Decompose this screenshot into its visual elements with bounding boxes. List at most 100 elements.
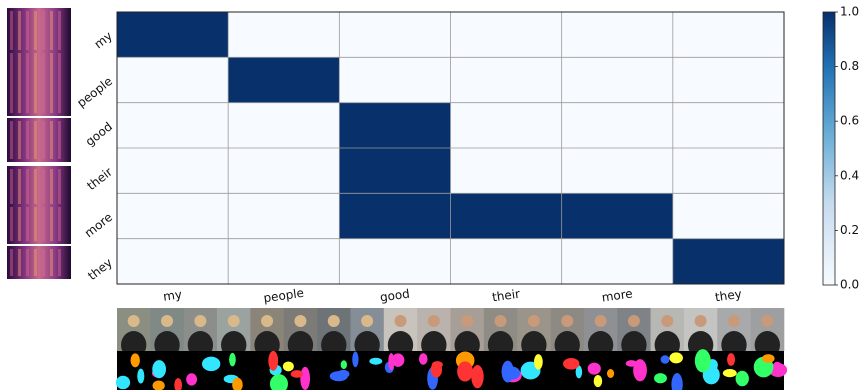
segmentation-mask — [152, 380, 165, 390]
spectrogram-band — [18, 11, 21, 50]
segmentation-strip — [115, 349, 788, 390]
spectrogram-band — [26, 11, 29, 50]
spectrogram-band — [18, 53, 21, 113]
heatmap-cell — [117, 57, 229, 104]
colorbar-tick-label: 1.0 — [840, 5, 859, 19]
heatmap-cell — [117, 148, 229, 194]
spectrogram-band — [10, 207, 13, 241]
signer-head — [461, 315, 474, 327]
segmentation-mask — [654, 373, 667, 384]
heatmap-cell — [450, 193, 563, 240]
heatmap-cell — [228, 102, 340, 149]
heatmap-cell — [339, 193, 451, 240]
segmentation-mask — [722, 369, 737, 378]
segmentation-mask — [391, 353, 405, 367]
heatmap-cell — [672, 148, 785, 194]
spectrogram-band — [34, 207, 37, 241]
signer-head — [561, 315, 574, 327]
signer-head — [627, 315, 640, 327]
signer-head — [161, 315, 174, 327]
heatmap-cell — [339, 12, 451, 58]
segmentation-mask — [735, 370, 749, 387]
y-tick-label: their — [84, 165, 115, 193]
segmentation-mask — [727, 353, 736, 366]
segmentation-mask — [563, 358, 580, 370]
spectrogram-band — [42, 121, 45, 159]
spectrogram-band — [42, 53, 45, 113]
heatmap-cell — [672, 102, 785, 149]
spectrogram-band — [50, 53, 53, 113]
x-tick-label: people — [263, 286, 305, 306]
colorbar-tick-label: 0.8 — [840, 59, 859, 73]
signer-head — [294, 315, 307, 327]
segmentation-mask — [115, 375, 131, 390]
segmentation-mask — [533, 354, 543, 370]
y-tick-labels: my people good their more they — [74, 29, 115, 283]
signer-head — [194, 315, 207, 327]
segmentation-mask — [762, 354, 775, 363]
spectrogram-band — [42, 249, 45, 276]
heatmap-cell — [561, 193, 674, 240]
spectrogram-strip — [7, 8, 71, 53]
heatmap-cell — [561, 57, 674, 104]
segmentation-mask — [232, 377, 243, 390]
x-tick-label: their — [491, 287, 521, 305]
y-tick-label: good — [83, 119, 115, 148]
spectrogram-band — [42, 169, 45, 215]
colorbar — [822, 11, 836, 286]
spectrogram-band — [50, 249, 53, 276]
x-tick-label: more — [601, 286, 634, 304]
heatmap-grid — [117, 12, 784, 284]
spectrogram-band — [34, 169, 37, 215]
spectrogram-band — [10, 169, 13, 215]
signer-head — [127, 315, 140, 327]
heatmap-cell — [117, 12, 229, 58]
heatmap-cell — [561, 238, 674, 285]
segmentation-mask — [471, 364, 484, 389]
spectrogram-band — [10, 249, 13, 276]
spectrogram-band — [18, 121, 21, 159]
heatmap-cell — [672, 12, 785, 58]
spectrogram-band — [50, 169, 53, 215]
segmentation-mask — [660, 355, 670, 364]
spectrogram-strip — [7, 50, 71, 116]
spectrogram-band — [10, 121, 13, 159]
spectrogram-band — [26, 121, 29, 159]
spectrogram-strip — [7, 246, 71, 279]
heatmap-cell — [672, 193, 785, 240]
spectrogram-strip — [7, 118, 71, 162]
x-tick-label: my — [162, 287, 183, 303]
segmentation-mask — [137, 368, 145, 384]
heatmap-cell — [228, 57, 340, 104]
spectrogram-band — [42, 11, 45, 50]
y-tick-label: my — [92, 29, 115, 52]
spectrogram-band — [58, 11, 61, 50]
signer-head — [427, 315, 440, 327]
segmentation-mask — [671, 372, 683, 390]
spectrogram-band — [10, 53, 13, 113]
segmentation-mask — [268, 350, 279, 371]
y-tick-label: more — [82, 210, 115, 240]
spectrogram-band — [58, 121, 61, 159]
spectrogram-strips — [7, 8, 71, 279]
segmentation-mask — [300, 366, 311, 390]
heatmap-cell — [339, 148, 451, 194]
x-tick-labels: my people good their more they — [162, 286, 742, 306]
signer-head — [394, 315, 407, 327]
spectrogram-band — [50, 207, 53, 241]
segmentation-mask — [593, 374, 603, 388]
signer-head — [494, 315, 507, 327]
heatmap-cell — [561, 148, 674, 194]
segmentation-background — [117, 351, 784, 390]
spectrogram-band — [58, 207, 61, 241]
y-tick-label: people — [74, 74, 115, 110]
spectrogram-band — [18, 249, 21, 276]
segmentation-mask — [625, 360, 638, 367]
spectrogram-band — [50, 121, 53, 159]
spectrogram-band — [42, 207, 45, 241]
heatmap-cell — [450, 238, 563, 285]
spectrogram-band — [26, 249, 29, 276]
signer-head — [661, 315, 674, 327]
segmentation-mask — [229, 352, 236, 367]
